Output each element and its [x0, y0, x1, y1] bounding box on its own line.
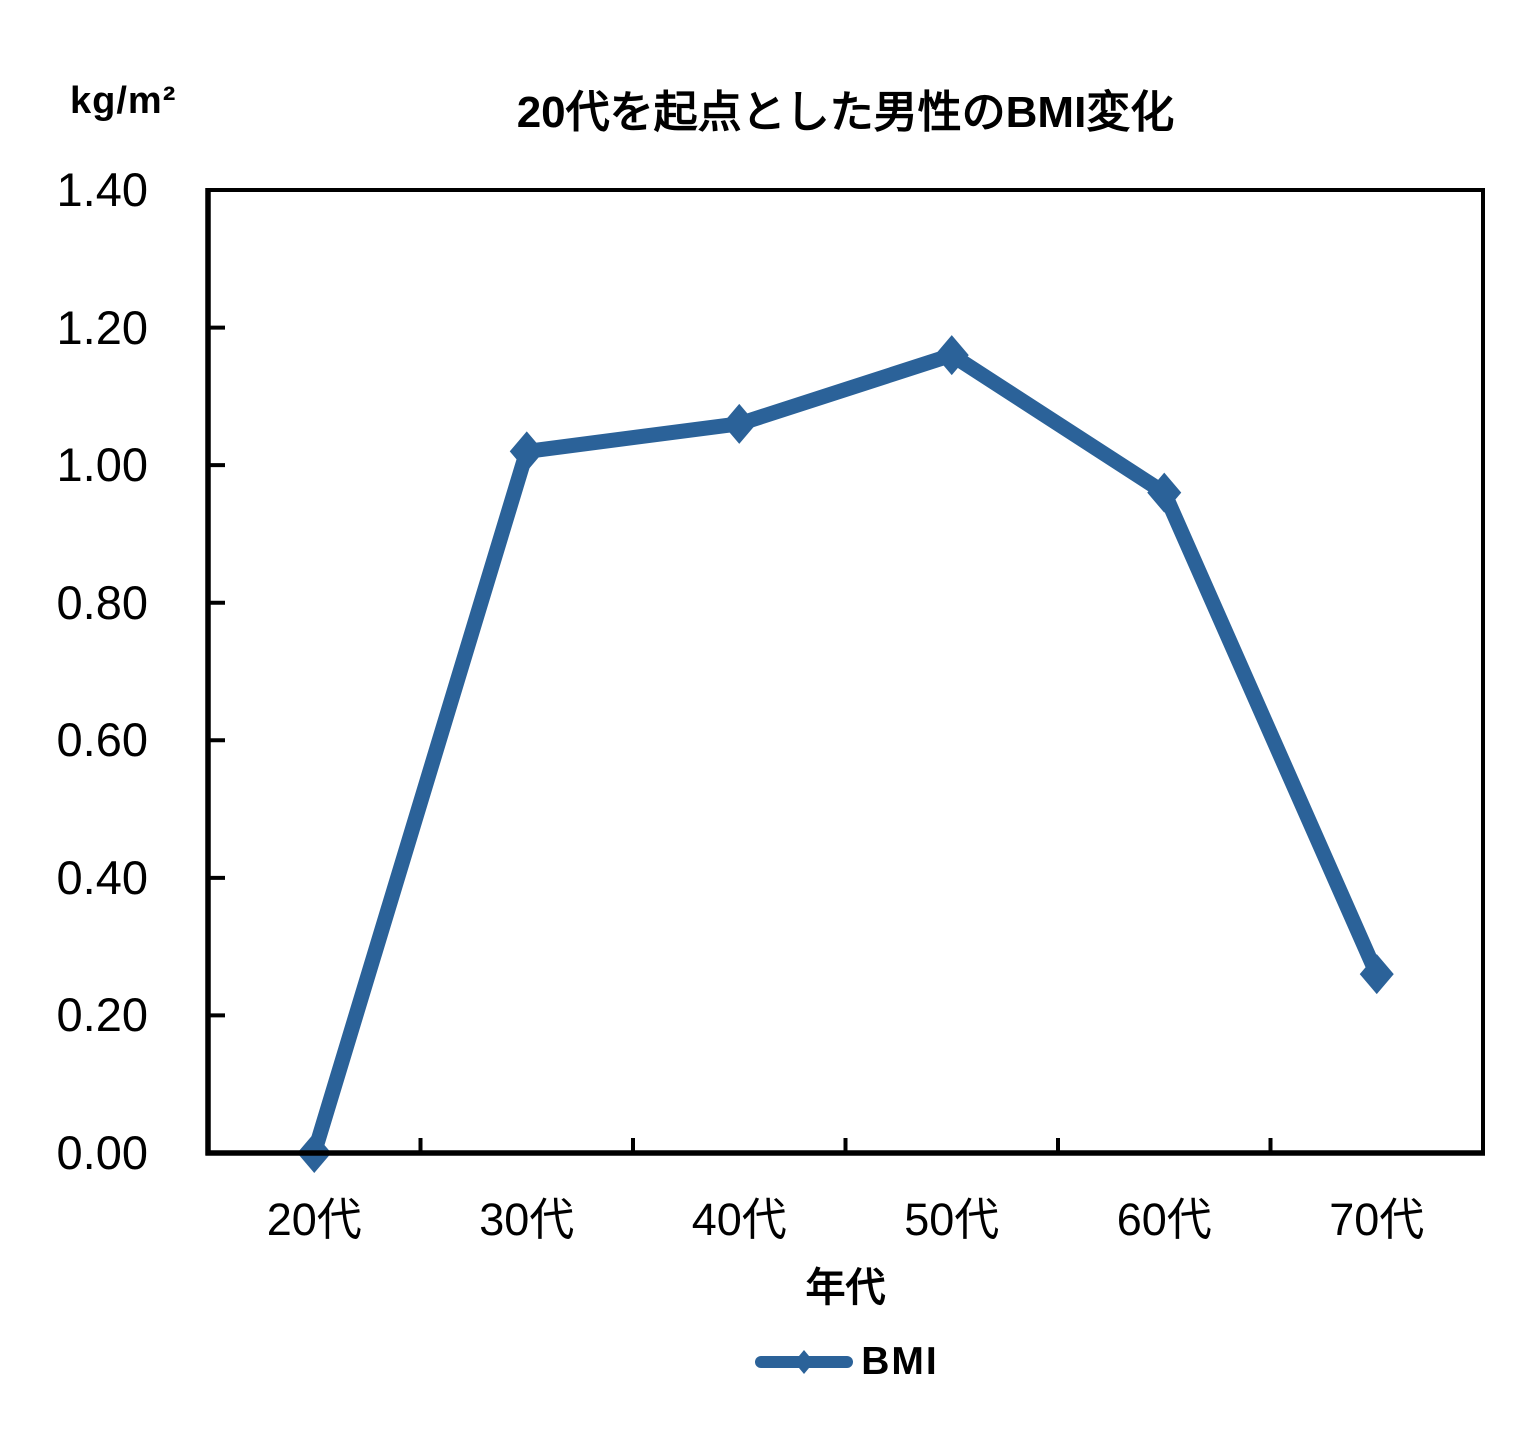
y-tick-label-0.60: 0.60 [56, 713, 148, 767]
x-tick-label-70代: 70代 [1329, 1194, 1425, 1245]
legend: BMI [208, 1340, 1483, 1384]
x-axis-title: 年代 [805, 1266, 886, 1310]
plot-border [206, 188, 1485, 1155]
data-point-marker-60代 [1147, 472, 1182, 513]
x-tick-label-60代: 60代 [1116, 1194, 1212, 1245]
bmi-series-line [306, 347, 1385, 1161]
x-tick-label-50代: 50代 [904, 1194, 1000, 1245]
y-tick-label-0.40: 0.40 [56, 850, 148, 904]
y-tick-label-1.40: 1.40 [56, 163, 148, 216]
data-point-marker-70代 [1359, 954, 1394, 995]
data-point-marker-40代 [722, 403, 757, 444]
x-tick-label-40代: 40代 [691, 1194, 787, 1245]
legend-series-label: BMI [861, 1340, 939, 1383]
x-tick-label-30代: 30代 [479, 1194, 575, 1245]
y-tick-label-0.20: 0.20 [56, 988, 148, 1042]
data-point-marker-50代 [934, 335, 969, 376]
y-tick-label-1.00: 1.00 [56, 438, 148, 492]
legend-line-marker-icon [755, 1350, 854, 1374]
y-axis-unit-label: kg/m² [70, 80, 177, 122]
y-tick-label-1.20: 1.20 [56, 300, 148, 354]
data-point-marker-30代 [509, 431, 544, 472]
chart-title: 20代を起点とした男性のBMI変化 [516, 88, 1175, 137]
y-tick-label-0.00: 0.00 [56, 1126, 148, 1179]
y-tick-label-0.80: 0.80 [56, 575, 148, 629]
x-tick-label-20代: 20代 [266, 1194, 362, 1245]
